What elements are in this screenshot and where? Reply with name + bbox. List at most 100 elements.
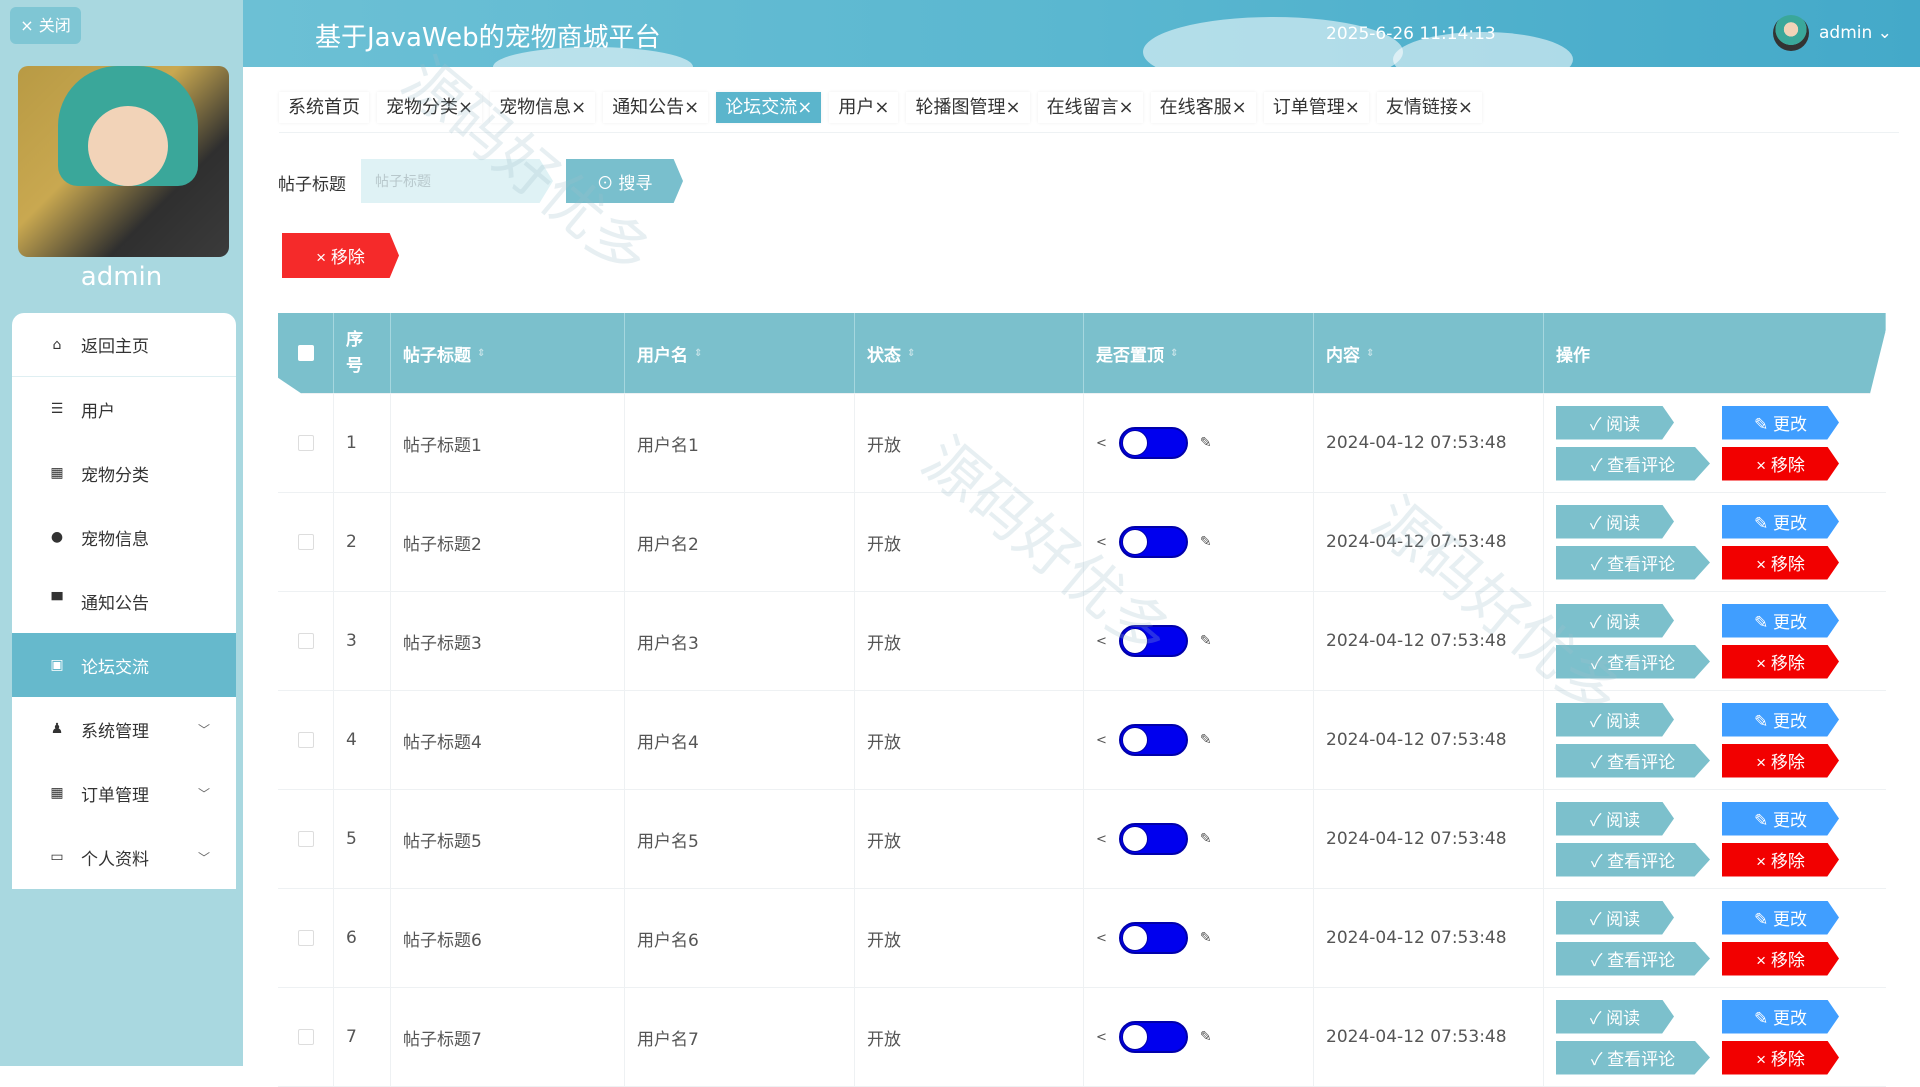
home-icon: ⌂ <box>52 336 62 353</box>
edit-button[interactable]: ✎ 更改 <box>1722 702 1839 737</box>
read-button[interactable]: ✓ 阅读 <box>1556 801 1674 836</box>
pinned-toggle[interactable] <box>1118 427 1188 459</box>
tab-6[interactable]: 轮播图管理× <box>906 92 1030 123</box>
header-pinned[interactable]: 是否置顶 ⇕ <box>1084 313 1314 393</box>
tab-4[interactable]: 论坛交流× <box>716 92 822 123</box>
header-title[interactable]: 帖子标题 ⇕ <box>391 313 625 393</box>
view-comments-button[interactable]: ✓ 查看评论 <box>1556 743 1710 778</box>
delete-button[interactable]: × 移除 <box>1722 1040 1839 1075</box>
pinned-toggle[interactable] <box>1118 1021 1188 1053</box>
sidebar-item-1[interactable]: ☰ 用户 <box>12 377 236 441</box>
edit-button[interactable]: ✎ 更改 <box>1722 900 1839 935</box>
sidebar-item-5[interactable]: ▣ 论坛交流 <box>12 633 236 697</box>
table-row: 6 帖子标题6 用户名6 开放 < ✎ 2024-04-12 07:53:48 ✓… <box>278 889 1886 988</box>
row-checkbox[interactable] <box>297 534 314 550</box>
cell-title: 帖子标题1 <box>391 394 625 492</box>
cell-status: 开放 <box>855 889 1084 987</box>
apps-icon: ▦ <box>50 785 64 801</box>
share-icon: < <box>1096 1029 1107 1045</box>
delete-button[interactable]: × 移除 <box>1722 446 1839 481</box>
tab-9[interactable]: 订单管理× <box>1263 92 1369 123</box>
header-content[interactable]: 内容 ⇕ <box>1314 313 1544 393</box>
delete-button[interactable]: × 移除 <box>1722 545 1839 580</box>
sidebar-item-2[interactable]: ▦ 宠物分类 <box>12 441 236 505</box>
sidebar-item-6[interactable]: ♟ 系统管理 ﹀ <box>12 697 236 761</box>
tab-bar: 系统首页 宠物分类× 宠物信息× 通知公告× 论坛交流× 用户× 轮播图管理× 在线留言× 在线… <box>279 92 1482 123</box>
share-icon: < <box>1096 633 1107 649</box>
cell-status: 开放 <box>855 691 1084 789</box>
edit-button[interactable]: ✎ 更改 <box>1722 999 1839 1034</box>
header-status[interactable]: 状态 ⇕ <box>855 313 1084 393</box>
edit-button[interactable]: ✎ 更改 <box>1722 801 1839 836</box>
view-comments-button[interactable]: ✓ 查看评论 <box>1556 1040 1710 1075</box>
read-button[interactable]: ✓ 阅读 <box>1556 702 1674 737</box>
row-checkbox[interactable] <box>297 633 314 649</box>
read-button[interactable]: ✓ 阅读 <box>1556 900 1674 935</box>
row-checkbox[interactable] <box>297 732 314 748</box>
tab-1[interactable]: 宠物分类× <box>377 92 483 123</box>
read-button[interactable]: ✓ 阅读 <box>1556 405 1674 440</box>
tab-0[interactable]: 系统首页 <box>279 92 369 123</box>
sliders-icon: ☰ <box>50 401 64 417</box>
search-input[interactable] <box>361 159 553 203</box>
cell-user: 用户名1 <box>625 394 855 492</box>
chevron-down-icon[interactable]: ﹀ <box>197 722 210 737</box>
sidebar-item-0[interactable]: ⌂ 返回主页 <box>12 313 236 377</box>
sidebar-item-label: 系统管理 <box>81 721 149 742</box>
table-header: 序号 帖子标题 ⇕ 用户名 ⇕ 状态 ⇕ 是否置顶 ⇕ 内容 ⇕ 操作 <box>278 313 1886 394</box>
view-comments-button[interactable]: ✓ 查看评论 <box>1556 842 1710 877</box>
row-checkbox[interactable] <box>297 435 314 451</box>
pinned-toggle[interactable] <box>1118 922 1188 954</box>
row-checkbox[interactable] <box>297 1029 314 1045</box>
batch-delete-button[interactable]: × 移除 <box>282 233 399 278</box>
read-button[interactable]: ✓ 阅读 <box>1556 999 1674 1034</box>
edit-button[interactable]: ✎ 更改 <box>1722 504 1839 539</box>
tab-8[interactable]: 在线客服× <box>1150 92 1256 123</box>
read-button[interactable]: ✓ 阅读 <box>1556 603 1674 638</box>
cell-status: 开放 <box>855 988 1084 1086</box>
pinned-toggle[interactable] <box>1118 724 1188 756</box>
delete-button[interactable]: × 移除 <box>1722 644 1839 679</box>
view-comments-button[interactable]: ✓ 查看评论 <box>1556 545 1710 580</box>
sidebar-item-4[interactable]: ▀ 通知公告 <box>12 569 236 633</box>
tab-10[interactable]: 友情链接× <box>1376 92 1482 123</box>
chevron-down-icon[interactable]: ﹀ <box>197 850 210 865</box>
view-comments-button[interactable]: ✓ 查看评论 <box>1556 446 1710 481</box>
pinned-toggle[interactable] <box>1118 625 1188 657</box>
select-all-checkbox[interactable] <box>297 345 314 361</box>
tab-7[interactable]: 在线留言× <box>1037 92 1143 123</box>
view-comments-button[interactable]: ✓ 查看评论 <box>1556 644 1710 679</box>
row-checkbox[interactable] <box>297 831 314 847</box>
cell-user: 用户名5 <box>625 790 855 888</box>
card-icon: ▭ <box>50 849 64 865</box>
row-checkbox[interactable] <box>297 930 314 946</box>
sidebar-item-7[interactable]: ▦ 订单管理 ﹀ <box>12 761 236 825</box>
tab-2[interactable]: 宠物信息× <box>490 92 596 123</box>
tab-5[interactable]: 用户× <box>829 92 899 123</box>
edit-button[interactable]: ✎ 更改 <box>1722 405 1839 440</box>
search-button[interactable]: ⊙ 搜寻 <box>566 159 683 203</box>
share-icon: < <box>1096 435 1107 451</box>
sidebar-item-8[interactable]: ▭ 个人资料 ﹀ <box>12 825 236 889</box>
pinned-toggle[interactable] <box>1118 823 1188 855</box>
delete-button[interactable]: × 移除 <box>1722 941 1839 976</box>
pinned-toggle[interactable] <box>1118 526 1188 558</box>
sort-icon: ⇕ <box>477 347 486 359</box>
chevron-down-icon[interactable]: ﹀ <box>197 786 210 801</box>
cell-user: 用户名2 <box>625 493 855 591</box>
close-sidebar-button[interactable]: × 关闭 <box>10 7 81 44</box>
sidebar-item-label: 论坛交流 <box>81 657 149 678</box>
view-comments-button[interactable]: ✓ 查看评论 <box>1556 941 1710 976</box>
delete-button[interactable]: × 移除 <box>1722 743 1839 778</box>
sort-icon: ⇕ <box>694 347 703 359</box>
edit-button[interactable]: ✎ 更改 <box>1722 603 1839 638</box>
sidebar-item-3[interactable]: ● 宠物信息 <box>12 505 236 569</box>
cell-no: 1 <box>334 394 391 492</box>
delete-button[interactable]: × 移除 <box>1722 842 1839 877</box>
cell-user: 用户名3 <box>625 592 855 690</box>
tab-3[interactable]: 通知公告× <box>603 92 709 123</box>
header-user[interactable]: 用户名 ⇕ <box>625 313 855 393</box>
user-menu[interactable]: admin ⌄ <box>1773 15 1892 51</box>
app-title: 基于JavaWeb的宠物商城平台 <box>315 23 661 53</box>
read-button[interactable]: ✓ 阅读 <box>1556 504 1674 539</box>
